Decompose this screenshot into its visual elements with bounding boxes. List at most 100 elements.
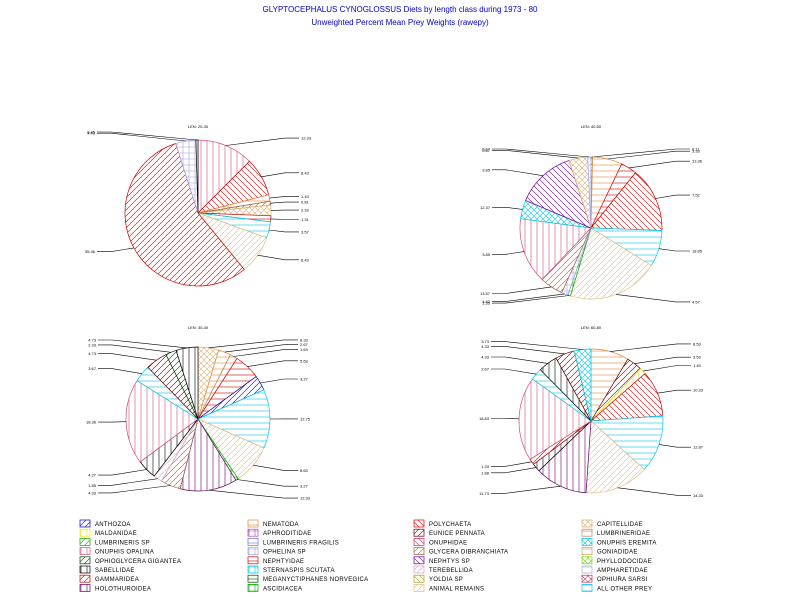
slice-value-label: 0.67 (482, 147, 491, 152)
legend-item-nephtyidae: NEPHTYIDAE (247, 556, 304, 565)
legend-swatch (581, 528, 593, 537)
legend-label: EUNICE PENNATA (429, 531, 485, 537)
legend-item-ampharetidae: AMPHARETIDAE (581, 565, 648, 574)
legend-label: OPHELINA SP (263, 550, 306, 556)
legend-item-ascidiacea: ASCIDIACEA (247, 584, 302, 592)
slice-value-label: 18.36 (86, 420, 97, 425)
leader-line (98, 469, 147, 476)
leader-line (591, 148, 690, 158)
legend-label: APHRODITIDAE (263, 531, 312, 537)
leader-line (98, 344, 172, 353)
legend-item-anthozoa: ANTHOZOA (79, 519, 130, 528)
pie-title: LEN: 60-80 (581, 325, 602, 330)
leader-line (615, 294, 690, 303)
legend-label: LUMBRINERIS SP (95, 540, 150, 546)
legend-label: MEGANYCTIPHANES NORVEGICA (263, 577, 368, 583)
legend-label: ASCIDIACEA (263, 586, 302, 592)
slice-value-label: 12.33 (301, 136, 312, 141)
legend-swatch (413, 538, 425, 546)
leader-line (492, 150, 579, 159)
leader-line (225, 137, 299, 146)
slice-value-label: 4.82 (482, 299, 491, 304)
slice-value-label: 12.37 (480, 205, 491, 210)
legend-label: NEPHTYIDAE (263, 559, 304, 565)
slice-value-label: 1.63 (300, 347, 309, 352)
slice-value-label: 4.33 (481, 344, 490, 349)
legend-label: POLYCHAETA (429, 522, 471, 528)
legend-swatch (247, 584, 259, 592)
leader-line (610, 343, 691, 352)
legend-item-onuphidae: ONUPHIDAE (413, 538, 467, 546)
slice-value-label: 3.85 (482, 252, 491, 257)
legend-swatch (413, 565, 425, 574)
pie-slice-onuphis-opalina (197, 139, 251, 214)
legend-item-goniadidae: GONIADIDAE (581, 547, 637, 556)
slice-value-label: 1.31 (301, 217, 310, 222)
leader-line (208, 339, 298, 349)
legend-item-capitellidae: CAPITELLIDAE (581, 519, 643, 528)
legend-label: TEREBELLIDA (429, 568, 473, 574)
leader-line (634, 356, 691, 364)
leader-line (658, 248, 690, 252)
pie-len-40-50: LEN: 40-50 6.113.33 13.36 7.52 18.85 4.57 1.33… (480, 124, 703, 306)
leader-line (607, 150, 690, 160)
slice-value-label: 4.33 (88, 490, 97, 495)
legend-swatch (79, 547, 91, 555)
slice-value-label: 18.85 (692, 249, 703, 254)
legend-item-eunice-pennata: EUNICE PENNATA (413, 528, 485, 537)
slice-value-label: 14.33 (693, 493, 704, 498)
leader-line (492, 251, 525, 255)
leader-line (224, 344, 298, 353)
legend-item-nephtys-sp: NEPHTYS SP (413, 556, 470, 565)
leader-line (269, 196, 299, 199)
legend-label: GLYCERA DIBRANCHIATA (429, 550, 508, 556)
legend-label: YOLDIA SP (429, 577, 463, 583)
leader-line (617, 487, 691, 496)
legend-item-phyllodocidae: PHYLLODOCIDAE (581, 556, 652, 565)
pie-slice-nephtys-sp (525, 160, 592, 229)
legend-swatch (581, 584, 593, 592)
legend-label: ALL OTHER PREY (597, 586, 652, 592)
slice-value-label: 2.67 (481, 367, 490, 372)
pie-len-20-30: LEN: 20-30 12.33 8.43 1.430.81 2.33 1.31 3.57 8… (85, 124, 312, 287)
pie-slice-onuphis-opalina (125, 380, 199, 463)
legend-swatch (247, 565, 259, 574)
leader-line (253, 464, 298, 471)
legend-item-polychaeta: POLYCHAETA (413, 519, 471, 528)
leader-line (657, 389, 691, 394)
slice-value-label: 1.45 (693, 363, 702, 368)
legend-label: MALDANIDAE (95, 531, 137, 537)
slice-value-label: 8.33 (300, 337, 309, 342)
slice-value-label: 4.27 (88, 473, 97, 478)
legend-label: HOLOTHUROIDEA (95, 586, 151, 592)
leader-line (491, 461, 532, 467)
legend-swatch (247, 519, 259, 528)
slice-value-label: 3.57 (301, 229, 310, 234)
pie-len-30-40: LEN: 30-40 8.332.671.63 5.63 3.27 12.75 8.63 3… (86, 325, 311, 501)
legend-swatch (413, 528, 425, 537)
slice-value-label: 4.57 (692, 299, 701, 304)
leader-line (261, 172, 299, 178)
slice-value-label: 3.33 (692, 149, 701, 154)
legend-swatch (581, 547, 593, 555)
leader-line (97, 132, 186, 142)
pie-slice-holothuroidea (179, 418, 237, 492)
pie-title: LEN: 30-40 (188, 325, 209, 330)
leader-line (260, 378, 298, 384)
slice-value-label: 2.33 (88, 342, 97, 347)
legend-label: LUMBRINERIDAE (597, 531, 650, 537)
leader-line (491, 467, 537, 474)
slice-value-label: 3.27 (300, 484, 309, 489)
slice-value-label: 5.63 (300, 358, 309, 363)
legend-item-yoldia-sp: YOLDIA SP (413, 574, 463, 583)
legend-swatch (413, 547, 425, 555)
leader-line (208, 489, 298, 499)
slice-value-label: 12.75 (300, 416, 311, 421)
slice-value-label: 3.27 (300, 377, 309, 382)
slice-value-label: 2.33 (301, 208, 310, 213)
slice-value-label: 12.33 (300, 496, 311, 501)
pie-slice-animal-remains (585, 420, 645, 494)
legend-item-animal-remains: ANIMAL REMAINS (413, 584, 484, 592)
slice-value-label: 4.73 (88, 338, 97, 343)
